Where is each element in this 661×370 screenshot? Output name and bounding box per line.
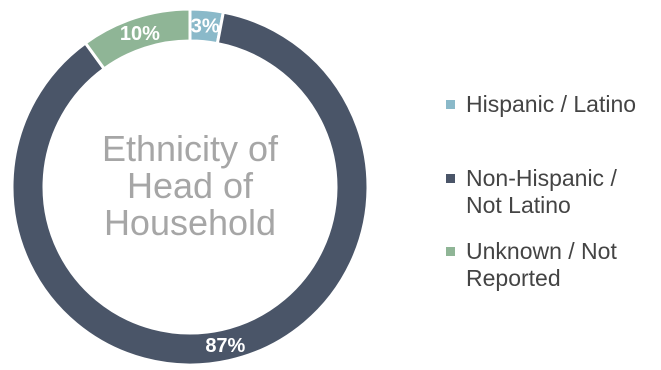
legend-swatch-unknown (446, 247, 455, 256)
data-label-unknown: 10% (120, 23, 160, 45)
legend-item-unknown: Unknown / Not Reported (446, 238, 617, 292)
legend-label-non-hispanic: Non-Hispanic / Not Latino (466, 165, 617, 218)
legend-item-non-hispanic: Non-Hispanic / Not Latino (446, 165, 617, 219)
legend-label-hispanic: Hispanic / Latino (466, 91, 637, 117)
donut-slice-non-hispanic (10, 10, 370, 367)
center-title-line-1: Ethnicity of (101, 128, 279, 169)
donut-slice-unknown (83, 7, 192, 71)
legend-swatch-hispanic (446, 100, 455, 109)
legend-swatch-non-hispanic (446, 174, 455, 183)
legend-label-unknown: Unknown / Not Reported (466, 238, 617, 291)
data-label-hispanic: 3% (191, 16, 220, 38)
center-title-line-3: Household (103, 202, 277, 243)
chart-center-title: Ethnicity of Head of Household (80, 130, 300, 241)
legend-item-hispanic: Hispanic / Latino (446, 91, 636, 118)
data-label-non-hispanic: 87% (205, 335, 245, 357)
center-title-line-2: Head of (126, 165, 254, 206)
